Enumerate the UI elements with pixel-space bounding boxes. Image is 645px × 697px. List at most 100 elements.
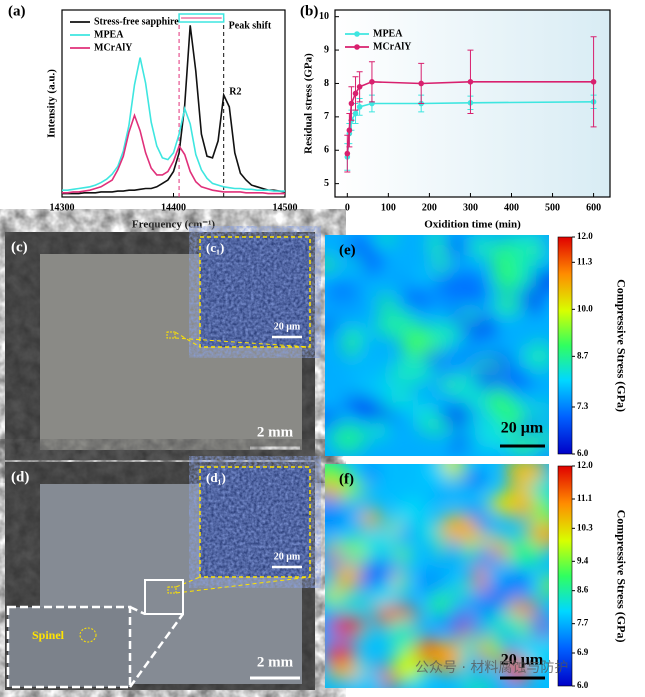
x-tick-label: 14500 bbox=[273, 202, 298, 213]
scale-bar-label: 20 μm bbox=[274, 321, 301, 332]
map-blobs bbox=[325, 235, 549, 456]
zoom-line bbox=[175, 576, 311, 594]
y-tick-label: 7 bbox=[324, 111, 329, 122]
map-blob bbox=[493, 296, 521, 314]
map-blob bbox=[404, 287, 428, 308]
colorbar-tick-label: 10.0 bbox=[577, 303, 593, 313]
point bbox=[352, 90, 359, 97]
map-blob bbox=[346, 237, 374, 257]
map-blob bbox=[428, 255, 443, 268]
map-blob bbox=[361, 381, 399, 400]
panel-label: (b) bbox=[300, 3, 318, 19]
x-tick-label: 200 bbox=[422, 202, 437, 213]
map-blob bbox=[392, 653, 425, 681]
map-blob bbox=[432, 613, 472, 629]
legend-label: MPEA bbox=[94, 29, 124, 40]
note: Spinel bbox=[32, 628, 65, 642]
inset-label: (c₁) bbox=[206, 240, 224, 255]
y-tick-label: 6 bbox=[324, 145, 329, 156]
map-blob bbox=[468, 535, 508, 546]
map-blob bbox=[495, 369, 534, 392]
stress-map bbox=[325, 464, 549, 688]
map-blob bbox=[436, 271, 478, 302]
map-blob bbox=[325, 589, 342, 606]
map-blob bbox=[416, 569, 446, 594]
colorbar-tick-label: 8.7 bbox=[577, 350, 589, 360]
plot-frame bbox=[334, 9, 611, 198]
map-blob bbox=[325, 297, 363, 325]
point bbox=[348, 100, 355, 107]
scale-bar-label: 20 μm bbox=[501, 652, 544, 669]
map-blob bbox=[460, 472, 488, 486]
point bbox=[356, 104, 363, 110]
colorbar-tick-label: 12.0 bbox=[577, 231, 593, 241]
panel-label: (a) bbox=[8, 3, 26, 19]
map-blob bbox=[427, 640, 469, 673]
map-blob bbox=[376, 235, 397, 244]
map-blob bbox=[504, 464, 541, 483]
colorbar-tick-label: 6.0 bbox=[577, 680, 589, 690]
colorbar-tick-label: 12.0 bbox=[577, 460, 593, 470]
point bbox=[418, 80, 424, 87]
map-blob bbox=[432, 588, 449, 621]
inset-frame bbox=[199, 466, 311, 578]
legend-swatch bbox=[354, 44, 360, 50]
inset-texture bbox=[200, 467, 310, 577]
x-tick-label: 14300 bbox=[50, 202, 75, 213]
x-tick-label: 500 bbox=[545, 202, 560, 213]
map-blob bbox=[396, 523, 410, 546]
colorbar-tick-label: 6.9 bbox=[577, 647, 589, 657]
map-blob bbox=[510, 570, 529, 596]
region-box bbox=[144, 579, 184, 615]
inset-label: (d₁) bbox=[206, 470, 226, 485]
map-blob bbox=[325, 663, 362, 681]
map-blob bbox=[444, 537, 464, 567]
point bbox=[369, 78, 375, 85]
colorbar-tick-label: 8.6 bbox=[577, 585, 589, 595]
y-tick-label: 5 bbox=[324, 178, 329, 189]
map-blob bbox=[540, 235, 549, 252]
y-tick-label: 9 bbox=[324, 44, 329, 55]
map-blob bbox=[361, 464, 379, 483]
note-marker bbox=[79, 627, 97, 643]
map-blob bbox=[528, 477, 549, 501]
legend-label: MCrAlY bbox=[94, 42, 133, 53]
zoom-inset bbox=[6, 605, 132, 689]
scale-bar-label: 20 μm bbox=[274, 551, 301, 562]
point bbox=[467, 78, 474, 85]
map-blob bbox=[443, 349, 476, 374]
colorbar-tick-label: 11.1 bbox=[577, 493, 593, 503]
x-tick-label: 400 bbox=[504, 202, 519, 213]
scale-bar-label: 2 mm bbox=[257, 654, 294, 670]
shift-box bbox=[178, 13, 225, 23]
colorbar bbox=[557, 236, 573, 455]
map-blob bbox=[334, 423, 363, 454]
inset-texture bbox=[200, 237, 310, 347]
colorbar-tick-label: 6.0 bbox=[577, 448, 589, 458]
map-blob bbox=[345, 327, 358, 360]
map-blob bbox=[339, 500, 364, 527]
map-blob bbox=[459, 636, 477, 670]
panel-label: (d) bbox=[11, 469, 29, 485]
stress-map bbox=[325, 235, 549, 456]
map-blob bbox=[418, 420, 453, 434]
point bbox=[356, 84, 363, 90]
map-blob bbox=[453, 318, 481, 331]
x-tick-label: 100 bbox=[381, 202, 396, 213]
y-tick-label: 8 bbox=[324, 78, 329, 89]
point bbox=[346, 127, 353, 134]
map-blob bbox=[523, 341, 549, 371]
x-tick-label: 14400 bbox=[161, 202, 186, 213]
colorbar-tick-label: 7.7 bbox=[577, 618, 589, 628]
y-axis-label: Intensity (a.u.) bbox=[46, 69, 58, 138]
map-blob bbox=[328, 615, 368, 637]
map-blob bbox=[393, 547, 411, 562]
map-blob bbox=[371, 581, 398, 608]
map-blob bbox=[492, 270, 523, 292]
map-blob bbox=[451, 437, 470, 451]
map-blob bbox=[325, 555, 350, 566]
series-line bbox=[62, 57, 285, 192]
map-blob bbox=[332, 596, 369, 609]
map-blob bbox=[430, 484, 462, 501]
